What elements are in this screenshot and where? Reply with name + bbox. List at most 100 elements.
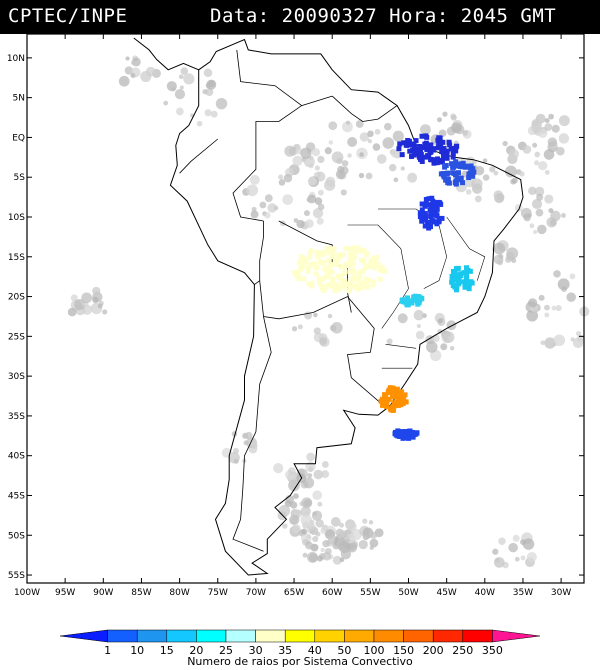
- system-pixel: [364, 278, 370, 284]
- system-pixel: [402, 392, 408, 398]
- system-pixel: [397, 433, 403, 439]
- colorbar-swatch: [344, 629, 375, 643]
- system-pixel: [452, 271, 458, 277]
- cloud-speck: [174, 89, 186, 100]
- cloud-speck: [335, 169, 346, 180]
- system-pixel: [327, 250, 333, 256]
- cloud-speck: [508, 149, 519, 160]
- system-pixel: [326, 264, 332, 270]
- cloud-speck: [320, 547, 325, 553]
- cloud-speck: [204, 109, 212, 117]
- cloud-speck: [325, 176, 336, 187]
- system-pixel: [443, 163, 449, 169]
- system-pixel: [460, 279, 466, 285]
- system-pixel: [457, 161, 463, 167]
- system-pixel: [452, 284, 458, 290]
- system-pixel: [297, 260, 303, 266]
- cloud-speck: [309, 519, 315, 525]
- system-pixel: [466, 171, 472, 177]
- system-pixel: [375, 254, 381, 260]
- system-pixel: [415, 301, 421, 307]
- cloud-speck: [493, 242, 506, 255]
- cloud-speck: [245, 431, 253, 440]
- system-pixel: [434, 160, 440, 166]
- convective-system-minas: [449, 265, 475, 293]
- system-pixel: [341, 281, 347, 287]
- system-pixel: [438, 201, 444, 207]
- cloud-speck: [288, 467, 296, 475]
- system-pixel: [418, 151, 424, 157]
- cloud-speck: [341, 160, 349, 167]
- cloud-speck: [347, 137, 358, 147]
- convective-system-parana-north: [399, 293, 425, 308]
- system-pixel: [461, 270, 467, 276]
- system-pixel: [330, 249, 336, 255]
- convective-systems-layer: [292, 133, 477, 441]
- system-pixel: [422, 223, 428, 229]
- lon-label: 100W: [14, 588, 40, 598]
- system-pixel: [427, 145, 433, 151]
- system-pixel: [316, 276, 322, 282]
- cloud-speck: [321, 461, 329, 468]
- system-pixel: [441, 154, 447, 160]
- cloud-speck: [251, 442, 258, 449]
- system-pixel: [419, 201, 425, 207]
- system-pixel: [342, 271, 348, 277]
- cloud-speck: [555, 305, 562, 312]
- system-pixel: [371, 265, 377, 271]
- cloud-speck: [346, 521, 357, 532]
- convective-system-north-coast: [396, 133, 460, 166]
- cloud-speck: [74, 298, 86, 311]
- colorbar-swatch: [255, 629, 286, 643]
- cloud-speck: [449, 345, 455, 351]
- system-pixel: [371, 279, 377, 285]
- cloud-speck: [81, 292, 93, 304]
- cloud-speck: [550, 210, 561, 222]
- system-pixel: [357, 280, 363, 286]
- system-pixel: [390, 385, 396, 391]
- system-pixel: [464, 265, 470, 271]
- cloud-speck: [442, 111, 448, 117]
- cloud-speck: [296, 219, 305, 229]
- cloud-speck: [179, 85, 184, 90]
- system-pixel: [391, 407, 397, 413]
- colorbar-label: 40: [308, 644, 322, 657]
- system-pixel: [330, 277, 336, 283]
- system-pixel: [326, 282, 332, 288]
- cloud-speck: [331, 321, 343, 334]
- system-pixel: [347, 252, 353, 258]
- system-pixel: [453, 178, 459, 184]
- cloud-speck: [317, 501, 323, 507]
- cloud-speck: [374, 128, 381, 135]
- convective-system-uruguay: [378, 385, 409, 413]
- system-pixel: [450, 150, 456, 156]
- system-pixel: [314, 249, 320, 255]
- cloud-speck: [384, 122, 392, 131]
- system-pixel: [426, 196, 432, 202]
- lon-label: 95W: [55, 588, 75, 598]
- system-pixel: [467, 279, 473, 285]
- system-pixel: [423, 140, 429, 146]
- cloud-speck: [511, 257, 517, 264]
- cloud-speck: [70, 294, 78, 302]
- cloud-speck: [514, 204, 523, 212]
- system-pixel: [428, 205, 434, 211]
- system-pixel: [444, 151, 450, 157]
- system-pixel: [411, 297, 417, 303]
- system-pixel: [447, 142, 453, 148]
- cloud-cover-layer: [67, 55, 590, 569]
- system-pixel: [435, 145, 441, 151]
- colorbar: 1 10 15 20 25 30 35 40 50 100 150 200 250 350: [59, 629, 541, 657]
- cloud-speck: [264, 212, 271, 219]
- system-pixel: [307, 250, 313, 256]
- system-pixel: [405, 435, 411, 441]
- cloud-speck: [544, 337, 556, 349]
- cloud-speck: [315, 519, 324, 528]
- system-pixel: [377, 267, 383, 273]
- system-pixel: [360, 268, 366, 274]
- system-pixel: [367, 277, 373, 283]
- system-pixel: [437, 135, 443, 141]
- cloud-speck: [297, 324, 303, 330]
- cloud-speck: [362, 540, 368, 546]
- system-pixel: [338, 273, 344, 279]
